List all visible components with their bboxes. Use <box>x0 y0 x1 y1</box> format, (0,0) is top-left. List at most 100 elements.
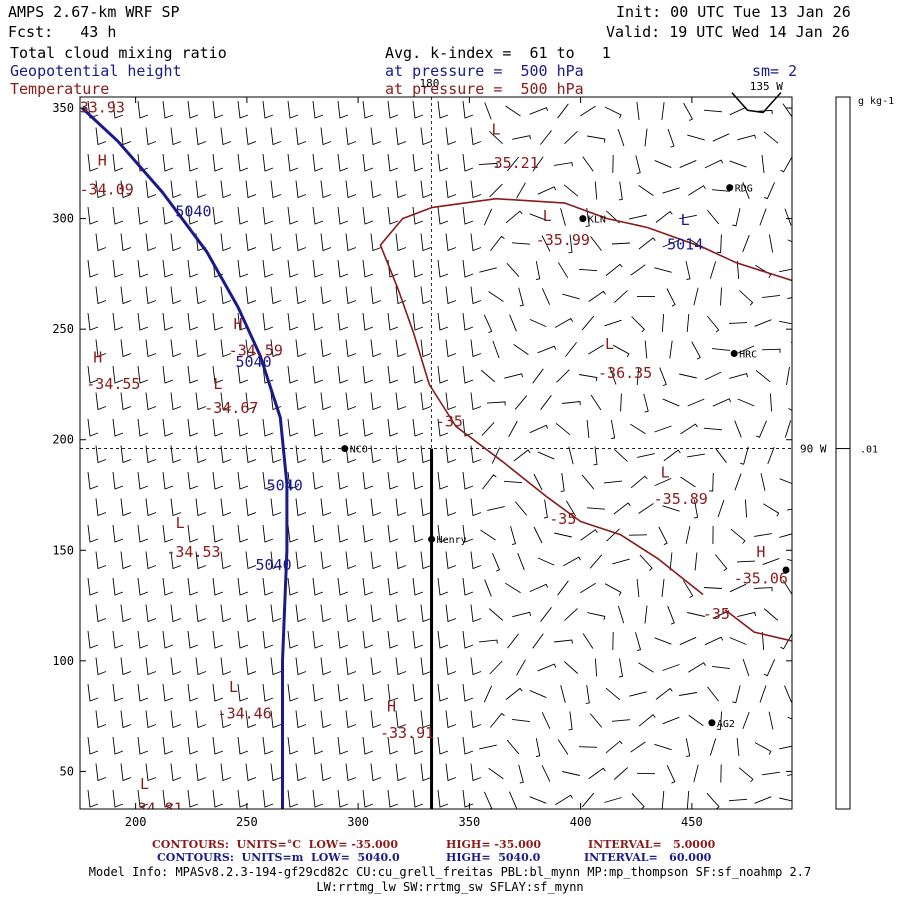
temperature-label-9: -34.55 <box>86 375 140 393</box>
x-tick-label-250: 250 <box>236 815 258 829</box>
temperature-label-0: H <box>98 152 107 170</box>
meridian-label-135w: 135 W <box>750 80 783 93</box>
temperature-label-17: -35 <box>549 510 576 528</box>
temperature-label-19: -34.53 <box>166 543 220 561</box>
station-label-kln: KLN <box>588 215 606 226</box>
temperature-label-1: -34.09 <box>80 180 134 198</box>
temperature-label-12: L <box>605 335 614 353</box>
axes: 200 250 300 350 400 450 50 100 150 200 250 300 350 18… <box>52 77 827 829</box>
station-dot-ag2 <box>708 719 716 727</box>
temperature-label-3: -35.21 <box>485 154 539 172</box>
temperature-label-16: -35.89 <box>654 490 708 508</box>
pressure-temperature: at pressure = 500 hPa <box>385 80 584 98</box>
model-title: AMPS 2.67-km WRF SP <box>8 3 180 21</box>
temperature-label-15: L <box>661 463 670 481</box>
temperature-label-27: -33.93 <box>71 98 125 116</box>
temp-contour-interval: INTERVAL= 5.0000 <box>588 838 716 851</box>
contour-labels: H -34.09 L -35.21 L -35.99 H -34.59 H -34.55 L -34.… <box>71 98 788 817</box>
y-tick-label-100: 100 <box>52 654 74 668</box>
height-label-4: L <box>681 211 690 229</box>
temperature-label-6: H <box>233 315 242 333</box>
temperature-label-4: L <box>543 207 552 225</box>
height-contour-info: CONTOURS: UNITS=m LOW= 5040.0 <box>157 851 400 864</box>
grid-lines <box>80 92 792 809</box>
forecast-hour: Fcst: 43 h <box>8 23 117 41</box>
height-label-1: 5040 <box>235 353 271 371</box>
physics-info: LW:rrtmg_lw SW:rrtmg_sw SFLAY:sf_mynn <box>316 880 584 894</box>
contours <box>81 107 792 809</box>
y-tick-label-150: 150 <box>52 543 74 557</box>
station-label-nco: NCO <box>350 445 368 456</box>
station-label-ag2: AG2 <box>717 719 735 730</box>
temperature-label-11: -34.67 <box>204 399 258 417</box>
x-tick-label-400: 400 <box>570 815 592 829</box>
colorbar: g kg-1 .01 <box>835 96 894 810</box>
y-tick-label-300: 300 <box>52 212 74 226</box>
height-contour-interval: INTERVAL= 60.000 <box>584 851 712 864</box>
temperature-label-8: H <box>93 348 102 366</box>
station-dot-hrc <box>730 349 738 357</box>
y-tick-label-250: 250 <box>52 322 74 336</box>
temperature-label-14: -35 <box>436 412 463 430</box>
station-dot-kln <box>579 215 587 223</box>
model-info: Model Info: MPASv8.2.3-194-gf29cd82c CU:… <box>88 865 812 879</box>
valid-time: Valid: 19 UTC Wed 14 Jan 26 <box>606 23 850 41</box>
height-label-3: 5040 <box>256 556 292 574</box>
field-cloud-mixing: Total cloud mixing ratio <box>10 44 227 62</box>
temp-contour-info: CONTOURS: UNITS=°C LOW= -35.000 <box>152 838 398 851</box>
temperature-label-7: -34.59 <box>229 342 283 360</box>
temperature-label-24: -34.46 <box>218 704 272 722</box>
meridian-label-180: 180 <box>420 77 440 90</box>
pressure-height: at pressure = 500 hPa <box>385 62 584 80</box>
wind-barbs <box>87 100 792 809</box>
meridian-label-90w: 90 W <box>800 443 827 456</box>
field-temperature: Temperature <box>10 80 110 98</box>
station-dot-henry <box>428 535 436 543</box>
smoothing-label: sm= 2 <box>752 62 798 80</box>
station-label-rdg: RDG <box>735 184 753 195</box>
colorbar-box <box>835 96 851 810</box>
temperature-contour-2 <box>724 609 792 642</box>
height-label-5: 5014 <box>667 236 703 254</box>
height-label-0: 5040 <box>175 202 211 220</box>
temperature-label-25: H <box>387 698 396 716</box>
station-dot-rdg <box>726 184 734 192</box>
temperature-label-23: L <box>229 678 238 696</box>
k-index-range: Avg. k-index = 61 to 1 <box>385 44 611 62</box>
coastline <box>731 92 782 114</box>
temperature-label-10: L <box>213 375 222 393</box>
temperature-label-5: -35.99 <box>536 231 590 249</box>
station-label-henry: Henry <box>437 535 467 546</box>
x-tick-label-200: 200 <box>125 815 147 829</box>
temp-contour-high: HIGH= -35.000 <box>446 838 542 851</box>
station-dot-nco <box>341 445 349 453</box>
temperature-label-22: -35 <box>703 605 730 623</box>
temperature-contour-1 <box>379 206 704 596</box>
colorbar-unit: g kg-1 <box>858 96 894 107</box>
height-contour-high: HIGH= 5040.0 <box>446 851 541 864</box>
temperature-label-21: -35.06 <box>734 569 788 587</box>
init-time: Init: 00 UTC Tue 13 Jan 26 <box>616 3 851 21</box>
x-tick-label-300: 300 <box>347 815 369 829</box>
x-tick-label-450: 450 <box>681 815 703 829</box>
height-label-2: 5040 <box>267 477 303 495</box>
temperature-label-20: H <box>756 543 765 561</box>
y-tick-label-50: 50 <box>60 764 74 778</box>
height-contour-0 <box>81 107 289 809</box>
temperature-label-2: L <box>492 121 501 139</box>
station-label-hrc: HRC <box>739 349 757 360</box>
stations: RDG KLN HRC NCO Henry AG2 <box>341 184 790 730</box>
plot-frame <box>79 96 793 810</box>
y-tick-label-350: 350 <box>52 101 74 115</box>
temperature-label-28: L <box>140 775 149 793</box>
colorbar-label: .01 <box>860 445 878 456</box>
x-tick-label-350: 350 <box>459 815 481 829</box>
temperature-label-26: -33.91 <box>380 724 434 742</box>
temperature-label-29: -34.81 <box>129 799 183 817</box>
temperature-contour-0 <box>431 197 792 282</box>
field-geopotential: Geopotential height <box>10 62 182 80</box>
temperature-label-18: L <box>176 514 185 532</box>
wind-barb-field <box>87 100 792 809</box>
station-dot-edge <box>782 566 790 574</box>
